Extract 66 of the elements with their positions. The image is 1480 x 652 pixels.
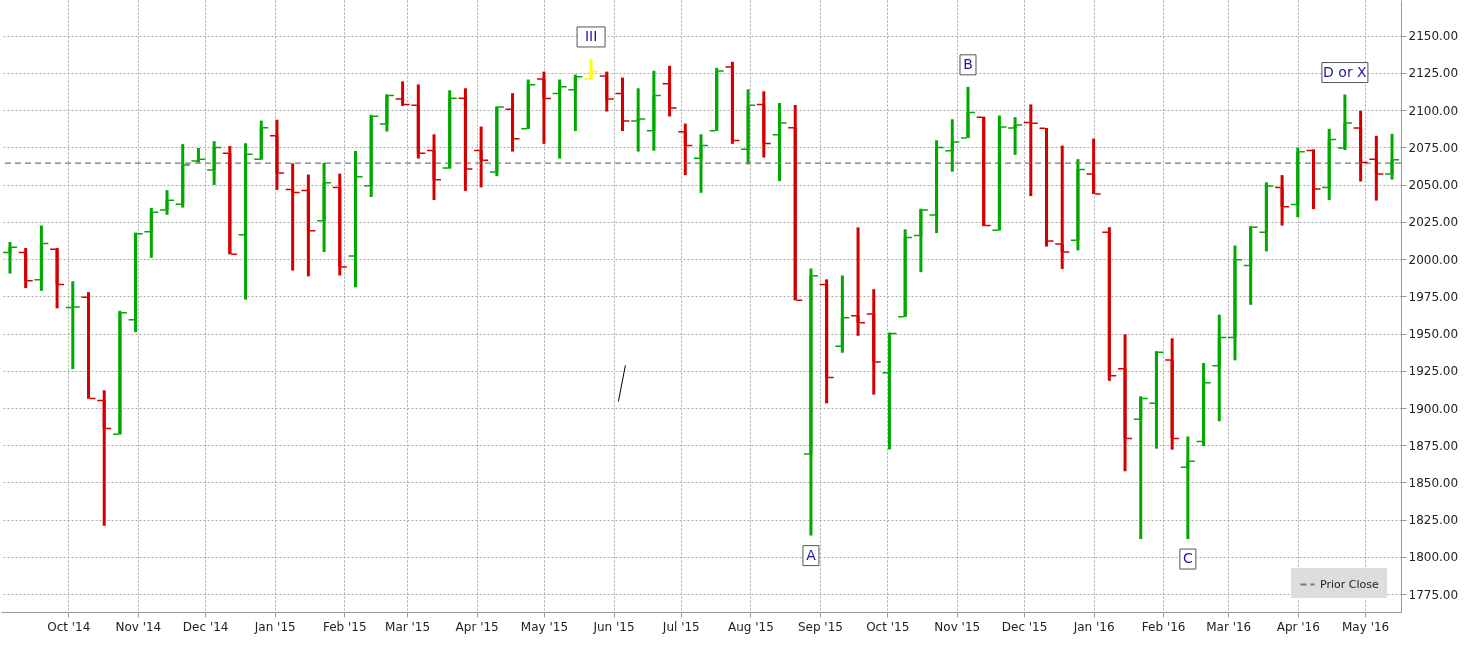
candlestick (1275, 175, 1290, 226)
y-tick-label: 2075.00 (1408, 140, 1459, 155)
legend-label: Prior Close (1320, 577, 1379, 591)
candlestick (631, 88, 646, 152)
candlestick (694, 134, 708, 193)
annotation: B (963, 55, 973, 72)
y-tick-label: 2150.00 (1408, 29, 1459, 44)
candlestick (851, 227, 866, 336)
candlestick (207, 141, 222, 185)
candlestick (584, 57, 599, 80)
x-tick-label: Oct '15 (866, 619, 910, 634)
x-tick-label: Mar '15 (385, 619, 431, 634)
x-tick-label: Apr '16 (1276, 619, 1320, 634)
x-tick-label: Jan '15 (253, 619, 296, 634)
candlestick (2, 242, 17, 274)
candlestick (1086, 138, 1101, 195)
annotation: D or X (1323, 63, 1368, 80)
y-tick-label: 1925.00 (1408, 364, 1459, 379)
y-tick-label: 2000.00 (1408, 252, 1459, 267)
x-tick-label: Feb '15 (322, 619, 367, 634)
x-tick-label: May '15 (520, 619, 569, 634)
y-tick-label: 1950.00 (1408, 327, 1459, 342)
x-tick-label: May '16 (1342, 619, 1390, 634)
y-tick-label: 1900.00 (1408, 401, 1459, 416)
y-tick-label: 1875.00 (1408, 438, 1459, 453)
y-tick-label: 1775.00 (1408, 587, 1459, 602)
x-tick-label: Mar '16 (1206, 619, 1252, 634)
candlestick (1008, 117, 1023, 155)
x-tick-label: Sep '15 (797, 619, 843, 634)
x-tick-label: Jul '15 (661, 619, 700, 634)
x-tick-label: Nov '14 (115, 619, 162, 634)
y-tick-label: 2100.00 (1408, 103, 1459, 118)
y-tick-label: 2025.00 (1408, 215, 1459, 230)
x-tick-label: Dec '15 (1001, 619, 1048, 634)
x-tick-label: Aug '15 (727, 619, 774, 634)
candlestick (160, 190, 175, 215)
x-tick-label: Apr '15 (455, 619, 499, 634)
candlestick (568, 74, 583, 133)
candlestick (945, 119, 960, 172)
y-tick-label: 2125.00 (1408, 66, 1459, 81)
y-tick-label: 1850.00 (1408, 475, 1459, 490)
x-tick-label: Feb '16 (1141, 619, 1186, 634)
candlestick (1133, 396, 1148, 541)
x-tick-label: Jan '16 (1072, 619, 1115, 634)
y-tick-label: 1825.00 (1408, 513, 1459, 528)
candlestick (1055, 145, 1070, 269)
x-tick-label: Oct '14 (47, 619, 91, 634)
candlestick (772, 103, 787, 183)
x-tick-label: Nov '15 (934, 619, 981, 634)
y-tick-label: 1975.00 (1408, 289, 1459, 304)
candlestick (1385, 132, 1400, 180)
x-tick-label: Dec '14 (182, 619, 229, 634)
x-tick-label: Jun '15 (592, 619, 635, 634)
y-tick-label: 1800.00 (1408, 550, 1459, 565)
candlestick (678, 123, 693, 177)
candlestick (1180, 436, 1195, 541)
candlestick (144, 206, 159, 258)
annotation: III (584, 27, 598, 44)
candlestick (1369, 134, 1384, 201)
y-tick-label: 2050.00 (1408, 178, 1459, 193)
candlestick (395, 81, 410, 107)
candlestick (65, 281, 80, 371)
candlestick (536, 71, 551, 144)
annotation: A (806, 546, 817, 563)
candlestick (474, 126, 489, 188)
annotation: C (1182, 550, 1193, 567)
